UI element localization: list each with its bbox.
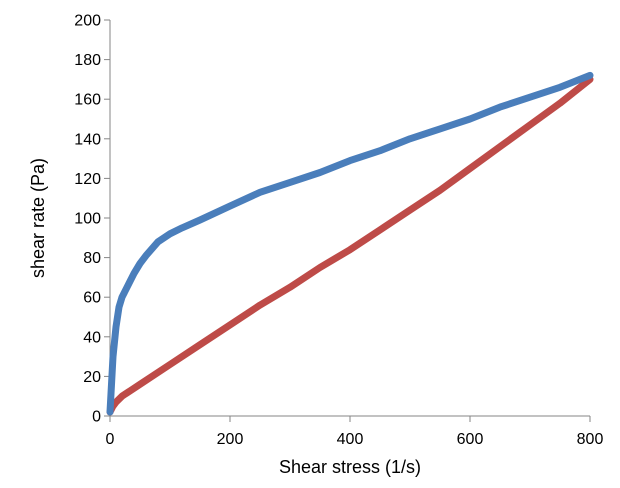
series-line-1	[106, 71, 594, 416]
chart-tick-labels: 0 20 40 60 80 100 120 140 160 180 200 0 200 400 600 800	[74, 13, 603, 449]
x-tick-label: 200	[217, 431, 244, 448]
y-tick-label: 0	[92, 409, 101, 426]
y-axis-title: shear rate (Pa)	[28, 158, 48, 278]
y-tick-label: 160	[74, 92, 101, 109]
y-tick-label: 100	[74, 211, 101, 228]
x-tick-label: 400	[337, 431, 364, 448]
y-tick-label: 20	[83, 369, 101, 386]
y-tick-label: 140	[74, 131, 101, 148]
chart-series-layer	[106, 71, 594, 416]
y-tick-label: 200	[74, 13, 101, 30]
y-tick-label: 60	[83, 290, 101, 307]
x-tick-label: 0	[106, 431, 115, 448]
x-tick-label: 800	[577, 431, 604, 448]
x-tick-label: 600	[457, 431, 484, 448]
y-tick-label: 180	[74, 52, 101, 69]
y-tick-label: 120	[74, 171, 101, 188]
series-line-2	[106, 75, 594, 416]
x-axis-title: Shear stress (1/s)	[279, 457, 421, 477]
y-tick-label: 40	[83, 329, 101, 346]
chart-axes	[104, 19, 591, 422]
y-tick-label: 80	[83, 250, 101, 267]
